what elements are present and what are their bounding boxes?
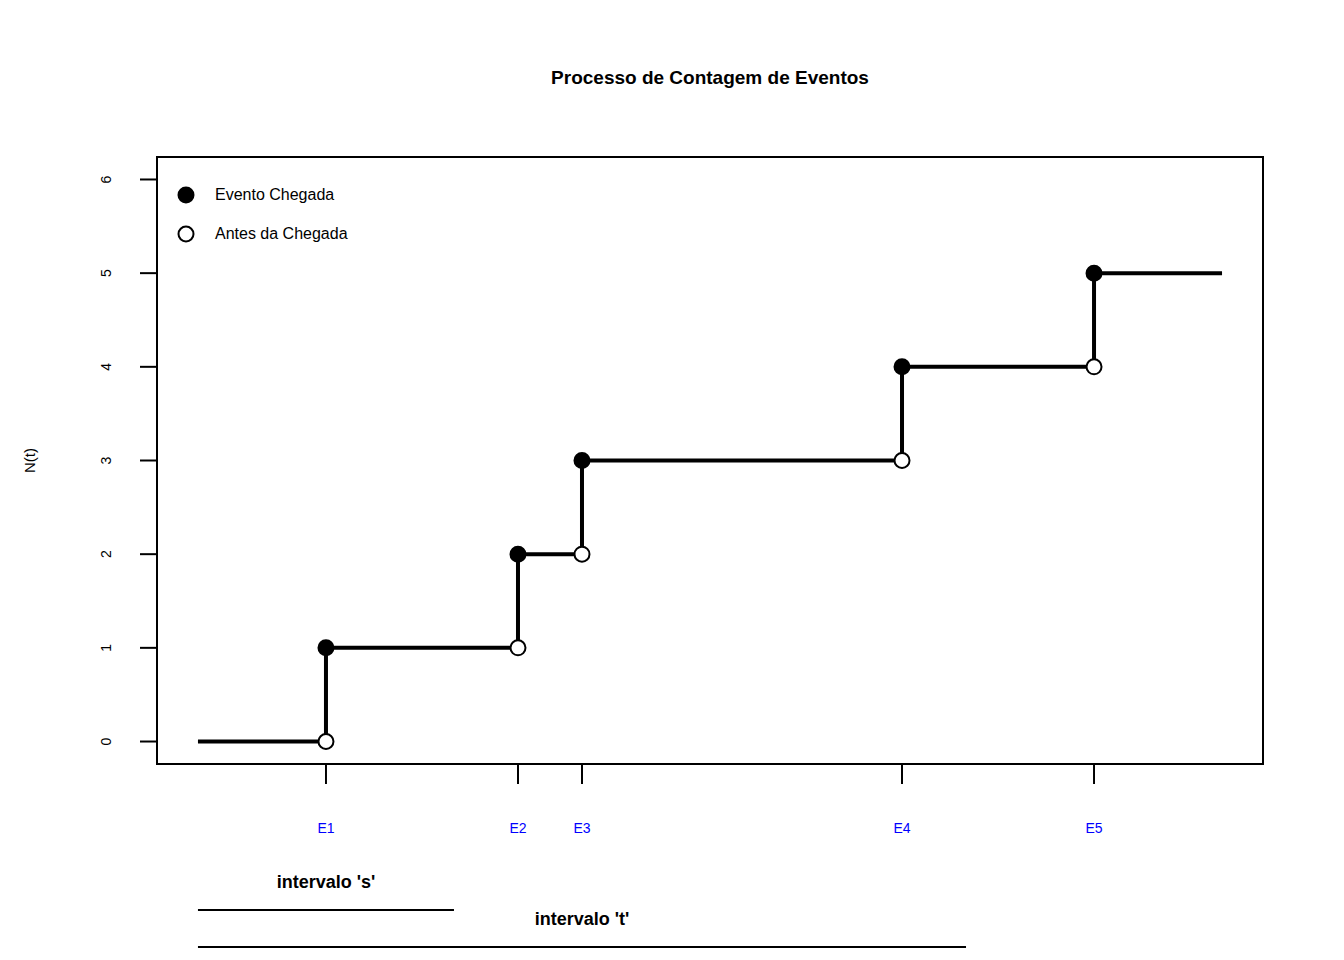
svg-text:4: 4 (98, 363, 114, 371)
svg-text:0: 0 (98, 737, 114, 745)
svg-text:2: 2 (98, 550, 114, 558)
svg-text:E5: E5 (1085, 820, 1102, 836)
svg-text:N(t): N(t) (21, 448, 38, 473)
svg-text:intervalo 't': intervalo 't' (535, 909, 630, 929)
svg-text:1: 1 (98, 644, 114, 652)
svg-text:Processo de Contagem de Evento: Processo de Contagem de Eventos (551, 67, 869, 88)
svg-text:Evento Chegada: Evento Chegada (215, 186, 334, 203)
svg-text:6: 6 (98, 175, 114, 183)
svg-text:Antes da Chegada: Antes da Chegada (215, 225, 348, 242)
svg-text:E1: E1 (317, 820, 334, 836)
svg-text:E3: E3 (573, 820, 590, 836)
svg-text:intervalo 's': intervalo 's' (277, 872, 376, 892)
svg-text:3: 3 (98, 456, 114, 464)
svg-text:E2: E2 (509, 820, 526, 836)
svg-text:E4: E4 (893, 820, 910, 836)
svg-text:5: 5 (98, 269, 114, 277)
